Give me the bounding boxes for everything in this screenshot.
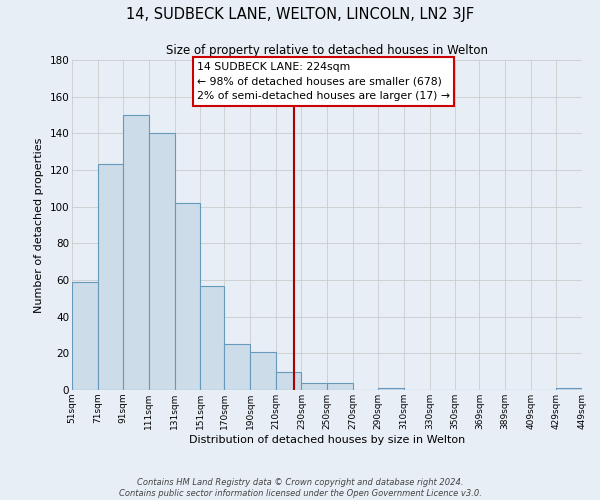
Bar: [200, 286, 224, 390]
Text: 14 SUDBECK LANE: 224sqm
← 98% of detached houses are smaller (678)
2% of semi-de: 14 SUDBECK LANE: 224sqm ← 98% of detache…: [197, 62, 450, 101]
Bar: [327, 382, 353, 390]
Bar: [72, 282, 98, 390]
Text: Contains HM Land Registry data © Crown copyright and database right 2024.
Contai: Contains HM Land Registry data © Crown c…: [119, 478, 481, 498]
Bar: [276, 372, 301, 390]
Bar: [301, 382, 327, 390]
Title: Size of property relative to detached houses in Welton: Size of property relative to detached ho…: [166, 44, 488, 58]
Bar: [98, 164, 123, 390]
Bar: [224, 344, 250, 390]
Bar: [556, 388, 582, 390]
Y-axis label: Number of detached properties: Number of detached properties: [34, 138, 44, 312]
Bar: [250, 352, 276, 390]
Bar: [149, 134, 175, 390]
Bar: [378, 388, 404, 390]
X-axis label: Distribution of detached houses by size in Welton: Distribution of detached houses by size …: [189, 434, 465, 444]
Bar: [123, 115, 149, 390]
Bar: [175, 203, 200, 390]
Text: 14, SUDBECK LANE, WELTON, LINCOLN, LN2 3JF: 14, SUDBECK LANE, WELTON, LINCOLN, LN2 3…: [126, 8, 474, 22]
